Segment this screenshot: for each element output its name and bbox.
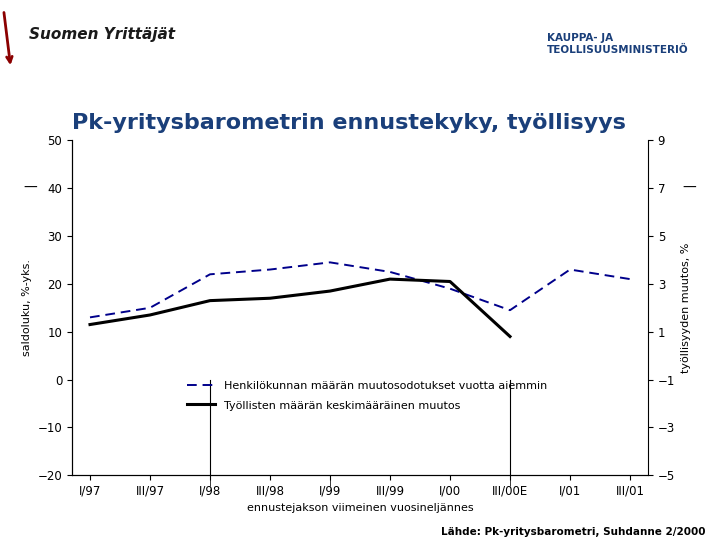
Text: |: | [328,475,332,485]
X-axis label: ennustejakson viimeinen vuosineljännes: ennustejakson viimeinen vuosineljännes [247,503,473,514]
Text: |: | [508,475,512,485]
Text: —: — [24,181,37,195]
Y-axis label: työllisyyden muutos, %: työllisyyden muutos, % [680,242,690,373]
Text: |: | [208,475,212,485]
Legend: Henkilökunnan määrän muutosodotukset vuotta aiemmin, Työllisten määrän keskimäär: Henkilökunnan määrän muutosodotukset vuo… [187,380,547,411]
Text: —: — [683,181,696,195]
Text: Suomen Yrittäjät: Suomen Yrittäjät [29,26,175,42]
Text: Lähde: Pk-yritysbarometri, Suhdanne 2/2000: Lähde: Pk-yritysbarometri, Suhdanne 2/20… [441,527,706,537]
Y-axis label: saldoluku, %-yks.: saldoluku, %-yks. [22,259,32,356]
Text: Pk-yritysbarometrin ennustekyky, työllisyys: Pk-yritysbarometrin ennustekyky, työllis… [72,113,626,133]
Text: KAUPPA- JA
TEOLLISUUSMINISTERIÖ: KAUPPA- JA TEOLLISUUSMINISTERIÖ [547,33,689,55]
